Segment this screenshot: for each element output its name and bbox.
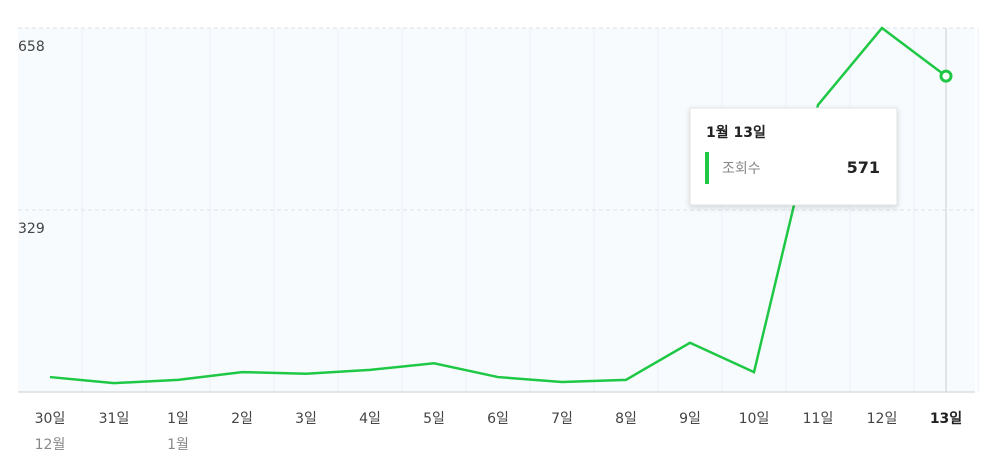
hover-point (939, 69, 953, 83)
y-tick-label: 658 (18, 39, 45, 55)
tooltip-title: 1월 13일 (706, 124, 766, 141)
x-tick-label: 8일 (615, 411, 637, 427)
month-label: 1월 (167, 437, 189, 453)
x-tick-label: 4일 (359, 411, 381, 427)
x-tick-label: 6일 (487, 411, 509, 427)
x-tick-label: 7일 (551, 411, 573, 427)
x-tick-label: 11일 (803, 411, 834, 427)
tooltip: 1월 13일 조회수 571 (689, 107, 898, 206)
x-tick-label: 10일 (739, 411, 770, 427)
x-tick-label: 1일 (167, 411, 189, 427)
x-tick-label: 2일 (231, 411, 253, 427)
tooltip-swatch (705, 152, 709, 184)
month-label: 12월 (35, 437, 66, 453)
tooltip-box (689, 107, 898, 206)
x-tick-label: 3일 (295, 411, 317, 427)
x-tick-label: 30일 (35, 411, 66, 427)
tooltip-series: 조회수 (722, 161, 761, 177)
x-tick-label: 12일 (867, 411, 898, 427)
x-tick-label: 5일 (423, 411, 445, 427)
tooltip-value: 571 (847, 158, 880, 177)
x-tick-label: 31일 (99, 411, 130, 427)
x-tick-label: 13일 (930, 411, 962, 427)
x-tick-label: 9일 (679, 411, 701, 427)
y-tick-label: 329 (18, 221, 45, 237)
